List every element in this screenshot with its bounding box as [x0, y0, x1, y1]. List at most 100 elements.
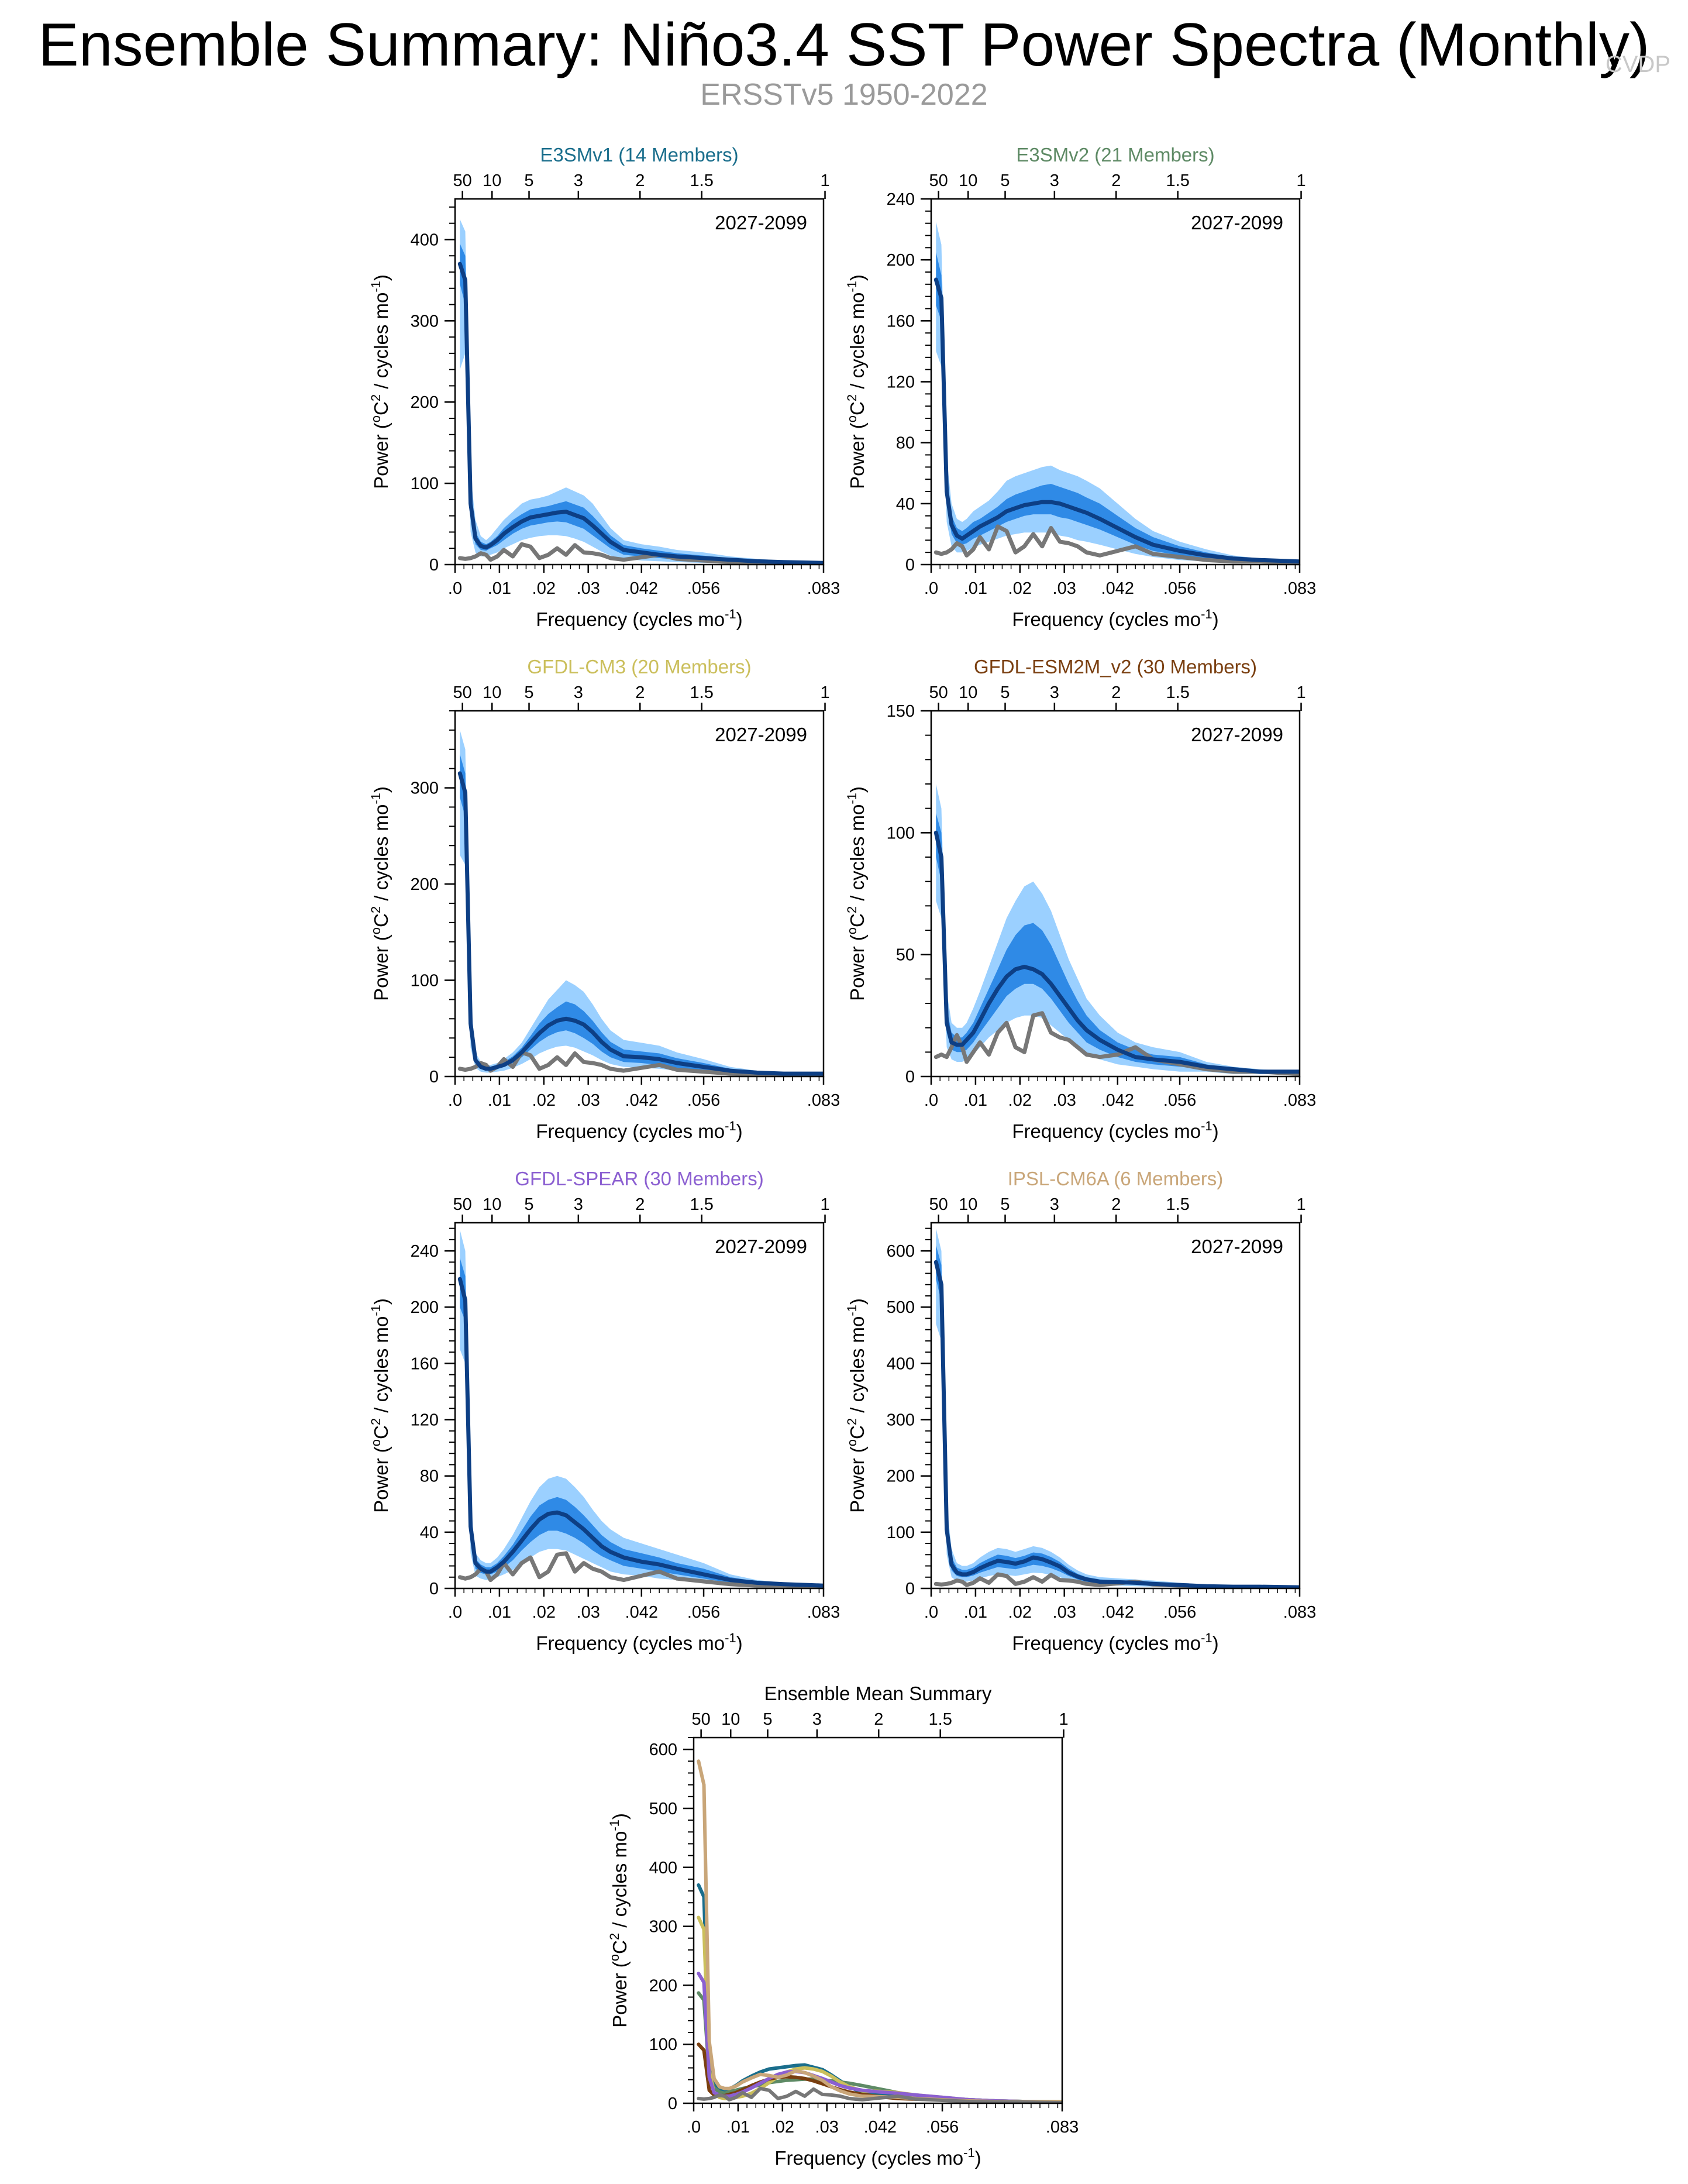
- spread-band-outer: [936, 222, 1300, 563]
- x-tick-label: .0: [924, 1603, 938, 1622]
- y-tick-label: 100: [411, 474, 439, 493]
- y-tick-label: 80: [896, 434, 915, 453]
- x-tick-label: .0: [448, 579, 462, 598]
- top-period-label: 10: [483, 1195, 501, 1214]
- top-period-label: 10: [959, 683, 977, 702]
- y-tick-label: 500: [649, 1800, 677, 1818]
- x-tick-label: .01: [964, 1603, 987, 1622]
- top-period-label: 2: [874, 1710, 883, 1729]
- x-tick-label: .056: [926, 2118, 959, 2137]
- spread-band-inner: [936, 252, 1300, 563]
- panel-title: E3SMv2 (21 Members): [1016, 144, 1214, 166]
- y-tick-label: 150: [887, 702, 915, 721]
- y-tick-label: 400: [649, 1859, 677, 1877]
- y-axis-label: Power (oC2 / cycles mo-1): [368, 1298, 392, 1513]
- top-period-label: 1: [1296, 1195, 1305, 1214]
- x-tick-label: .01: [964, 1091, 987, 1110]
- spread-band-outer: [936, 784, 1300, 1074]
- x-tick-label: .0: [687, 2118, 701, 2137]
- top-period-label: 50: [692, 1710, 711, 1729]
- y-tick-label: 300: [649, 1918, 677, 1937]
- ensemble-mean-line: [933, 830, 1300, 1074]
- top-period-label: 2: [1111, 683, 1121, 702]
- x-axis-label: Frequency (cycles mo-1): [1012, 607, 1218, 630]
- y-axis-label: Power (oC2 / cycles mo-1): [368, 786, 392, 1001]
- x-tick-label: .042: [625, 1603, 658, 1622]
- figure-subtitle: ERSSTv5 1950-2022: [700, 78, 988, 112]
- spread-band-outer: [460, 1230, 824, 1587]
- x-tick-label: .083: [1283, 579, 1316, 598]
- y-tick-label: 600: [887, 1242, 915, 1261]
- x-tick-label: .02: [771, 2118, 794, 2137]
- x-tick-label: .042: [1101, 1603, 1134, 1622]
- cvdp-watermark: CVDP: [1605, 51, 1670, 77]
- x-tick-label: .02: [1008, 1091, 1032, 1110]
- x-tick-label: .056: [687, 1091, 720, 1110]
- y-tick-label: 200: [649, 1976, 677, 1995]
- top-period-label: 50: [453, 171, 472, 190]
- plot-frame: [454, 198, 825, 566]
- model-mean-line-5: [697, 1972, 1062, 2103]
- panel-title: E3SMv1 (14 Members): [540, 144, 738, 166]
- x-tick-label: .0: [924, 1091, 938, 1110]
- top-period-label: 3: [1050, 171, 1059, 190]
- y-tick-label: 400: [411, 231, 439, 249]
- top-period-label: 1.5: [1166, 683, 1190, 702]
- top-period-label: 2: [635, 1195, 645, 1214]
- x-tick-label: .042: [1101, 1091, 1134, 1110]
- y-tick-label: 40: [420, 1523, 439, 1542]
- top-period-label: 5: [1000, 171, 1010, 190]
- top-period-label: 1: [1296, 171, 1305, 190]
- x-tick-label: .01: [488, 1091, 511, 1110]
- top-period-label: 3: [574, 1195, 583, 1214]
- x-axis-label: Frequency (cycles mo-1): [1012, 1119, 1218, 1142]
- x-tick-label: .083: [807, 579, 840, 598]
- x-tick-label: .02: [1008, 579, 1032, 598]
- x-tick-label: .056: [687, 579, 720, 598]
- plot-frame: [454, 1222, 825, 1590]
- obs-series-line: [933, 524, 1300, 565]
- chart-panel-5: 0 40 80 120 160 200 240 .0 .01 .02 .03 .042 .056 .083…: [368, 1168, 840, 1654]
- spread-band-inner: [936, 1245, 1300, 1588]
- period-label: 2027-2099: [715, 1236, 807, 1257]
- top-period-label: 1: [1059, 1710, 1068, 1729]
- y-axis-label: Power (oC2 / cycles mo-1): [845, 786, 868, 1001]
- x-tick-label: .01: [964, 579, 987, 598]
- top-period-label: 3: [812, 1710, 822, 1729]
- x-tick-label: .083: [1283, 1603, 1316, 1622]
- ensemble-mean-line: [933, 1260, 1300, 1588]
- y-tick-label: 0: [905, 1580, 915, 1598]
- y-axis-label: Power (oC2 / cycles mo-1): [845, 1298, 868, 1513]
- spread-band-outer: [936, 1228, 1300, 1588]
- y-tick-label: 100: [887, 1523, 915, 1542]
- spread-band-outer: [460, 219, 824, 564]
- y-tick-label: 200: [411, 875, 439, 894]
- plot-area: [457, 1230, 824, 1588]
- x-tick-label: .02: [532, 579, 556, 598]
- y-tick-label: 200: [887, 251, 915, 270]
- top-period-label: 3: [574, 171, 583, 190]
- ensemble-mean-line: [933, 277, 1300, 564]
- top-period-label: 3: [1050, 683, 1059, 702]
- top-period-label: 2: [1111, 1195, 1121, 1214]
- y-tick-label: 300: [887, 1411, 915, 1430]
- x-tick-label: .02: [532, 1603, 556, 1622]
- x-tick-label: .03: [577, 579, 600, 598]
- plot-frame: [454, 710, 825, 1078]
- model-mean-line-6: [697, 1759, 1062, 2103]
- chart-panel-7: 0 100 200 300 400 500 600 .0 .01 .02 .03 .042 .056 .0…: [607, 1683, 1079, 2169]
- y-tick-label: 80: [420, 1467, 439, 1486]
- y-tick-label: 100: [411, 972, 439, 990]
- x-tick-label: .056: [1163, 1603, 1196, 1622]
- top-period-label: 10: [959, 1195, 977, 1214]
- panel-title: GFDL-SPEAR (30 Members): [515, 1168, 763, 1189]
- top-period-label: 50: [929, 171, 948, 190]
- y-tick-label: 120: [411, 1411, 439, 1430]
- x-axis-label: Frequency (cycles mo-1): [536, 607, 742, 630]
- plot-area: [697, 1759, 1062, 2103]
- x-axis-label: Frequency (cycles mo-1): [536, 1631, 742, 1654]
- chart-panel-4: 0 50 100 150 .0 .01 .02 .03 .042 .056 .083 50 10 5 3 2 1…: [845, 656, 1316, 1142]
- y-tick-label: 50: [896, 946, 915, 965]
